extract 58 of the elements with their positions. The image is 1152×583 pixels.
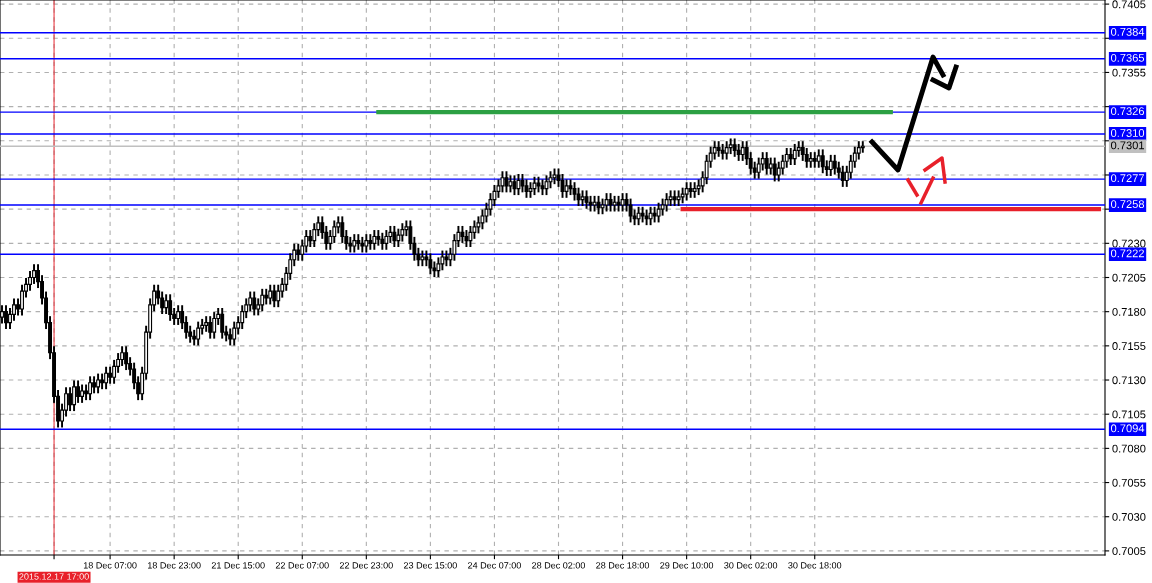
candlestick (392, 225, 397, 248)
ref-line-label: 0.7258 (1110, 200, 1145, 209)
candlestick (252, 291, 257, 316)
x-tick-label: 29 Dec 10:00 (660, 562, 714, 569)
y-tick-label: 0.7180 (1112, 307, 1146, 316)
x-tick-label: 28 Dec 18:00 (596, 562, 650, 569)
candlestick (196, 321, 201, 346)
y-tick-label: 0.7205 (1112, 273, 1146, 282)
candlestick (428, 253, 433, 275)
ref-line-label: 0.7222 (1110, 249, 1144, 258)
candlestick (504, 171, 509, 193)
x-tick-label: 30 Dec 02:00 (724, 562, 778, 569)
candlestick (516, 174, 521, 196)
ref-line-label: 0.7301 (1110, 141, 1144, 150)
y-tick-label: 0.7005 (1112, 547, 1146, 556)
candlestick (104, 366, 109, 390)
candlestick (820, 149, 825, 174)
candlestick (828, 154, 833, 176)
candlestick (208, 316, 213, 339)
ref-line-label: 0.7326 (1110, 107, 1145, 116)
x-tick-label: 28 Dec 02:00 (532, 562, 586, 569)
candlestick (772, 157, 777, 182)
x-tick-label: 22 Dec 07:00 (275, 562, 329, 569)
ref-line-label: 0.7277 (1110, 174, 1144, 183)
x-tick-label: 24 Dec 07:00 (468, 562, 521, 569)
ref-line-label: 0.7384 (1110, 27, 1145, 36)
candlestick (76, 380, 81, 403)
ref-line-label: 0.7365 (1110, 53, 1145, 62)
candlestick (168, 294, 173, 321)
candlestick (212, 312, 217, 339)
y-tick-label: 0.7055 (1112, 478, 1146, 487)
y-tick-label: 0.7155 (1112, 342, 1146, 350)
x-tick-label: 30 Dec 18:00 (788, 562, 842, 569)
y-tick-label: 0.7230 (1112, 239, 1146, 248)
x-tick-label: 2015.12.17 17:00 (19, 573, 89, 580)
x-tick-label: 23 Dec 15:00 (403, 562, 457, 569)
candlestick (792, 143, 797, 166)
candlestick (88, 376, 93, 401)
x-tick-label: 21 Dec 15:00 (211, 562, 265, 569)
y-tick-label: 0.7030 (1112, 512, 1146, 521)
candlestick (260, 288, 265, 312)
candlestick (68, 387, 73, 412)
candlestick (72, 380, 77, 412)
ref-line-label: 0.7310 (1110, 129, 1145, 137)
ref-line-label: 0.7094 (1110, 424, 1145, 433)
x-tick-label: 18 Dec 07:00 (83, 562, 137, 569)
candlestick (220, 307, 225, 339)
candlestick (840, 165, 845, 187)
candlestick (4, 305, 8, 330)
y-tick-label: 0.7130 (1112, 376, 1146, 385)
x-tick-label: 18 Dec 23:00 (148, 562, 201, 569)
y-tick-label: 0.7355 (1112, 68, 1146, 77)
y-tick-label: 0.7080 (1112, 444, 1146, 453)
candlestick (272, 284, 277, 308)
y-tick-label: 0.7405 (1112, 0, 1146, 9)
y-tick-label: 0.7105 (1112, 410, 1146, 419)
candlestick (764, 152, 769, 175)
x-tick-label: 22 Dec 23:00 (339, 562, 393, 569)
